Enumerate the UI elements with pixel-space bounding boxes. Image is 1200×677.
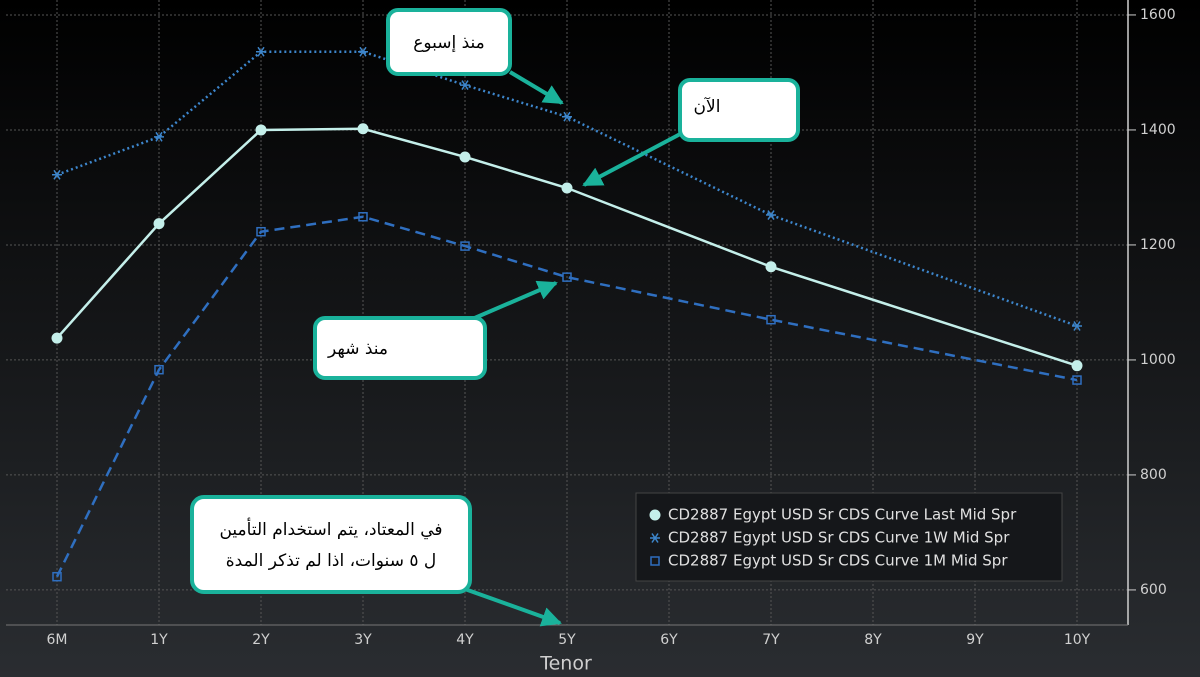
- y-tick-label: 1200: [1140, 237, 1176, 253]
- legend-label: CD2887 Egypt USD Sr CDS Curve 1M Mid Spr: [668, 552, 1008, 570]
- y-tick-label: 1600: [1140, 7, 1176, 23]
- x-tick-label: 10Y: [1064, 632, 1091, 648]
- marker: [256, 46, 266, 57]
- legend-label: CD2887 Egypt USD Sr CDS Curve 1W Mid Spr: [668, 529, 1010, 547]
- marker: [51, 332, 63, 344]
- x-tick-label: 9Y: [966, 632, 984, 648]
- annotation-text: منذ شهر: [327, 339, 388, 359]
- x-tick-label: 6M: [47, 632, 68, 648]
- annotation-text: ل ٥ سنوات، اذا لم تذكر المدة: [226, 551, 437, 571]
- x-tick-label: 4Y: [456, 632, 474, 648]
- marker: [650, 533, 660, 543]
- annotation-text: في المعتاد، يتم استخدام التأمين: [219, 517, 442, 540]
- x-tick-label: 5Y: [558, 632, 576, 648]
- callout-box: [386, 8, 512, 76]
- marker: [358, 212, 368, 222]
- x-axis-label: Tenor: [539, 653, 592, 675]
- marker: [52, 571, 62, 582]
- x-tick-label: 7Y: [762, 632, 780, 648]
- y-tick-label: 1400: [1140, 122, 1176, 138]
- marker: [154, 131, 164, 142]
- callout-box: [678, 78, 800, 142]
- marker: [256, 226, 266, 237]
- marker: [766, 314, 776, 325]
- x-tick-label: 1Y: [150, 632, 168, 648]
- marker: [561, 182, 573, 194]
- series-line: [56, 50, 1078, 328]
- arrow: [582, 130, 685, 187]
- annotation: منذ إسبوع: [386, 8, 564, 105]
- marker: [459, 151, 471, 163]
- marker: [154, 364, 164, 375]
- annotation: الآن: [582, 78, 800, 187]
- marker: [650, 556, 660, 566]
- marker: [460, 241, 470, 251]
- arrow: [508, 70, 564, 105]
- annotation-text: الآن: [694, 96, 721, 117]
- legend-entries: CD2887 Egypt USD Sr CDS Curve Last Mid S…: [649, 506, 1017, 570]
- marker: [460, 80, 470, 91]
- callout-box: [313, 316, 487, 380]
- marker: [255, 124, 267, 136]
- marker: [1072, 321, 1082, 331]
- x-tick-label: 2Y: [252, 632, 270, 648]
- marker: [357, 123, 369, 135]
- series-line: [55, 215, 1078, 578]
- callout-box: [190, 495, 472, 594]
- marker: [766, 210, 776, 220]
- marker: [562, 111, 572, 122]
- series-line: [56, 127, 1078, 367]
- annotation-text: منذ إسبوع: [413, 33, 485, 53]
- marker: [153, 218, 165, 230]
- marker: [649, 509, 661, 521]
- marker: [1071, 360, 1083, 372]
- x-tick-label: 6Y: [660, 632, 678, 648]
- marker: [765, 261, 777, 273]
- annotation: في المعتاد، يتم استخدام التأمين ل ٥ سنوا…: [190, 495, 562, 627]
- arrow: [469, 280, 558, 322]
- y-tick-label: 600: [1140, 582, 1167, 598]
- legend-label: CD2887 Egypt USD Sr CDS Curve Last Mid S…: [668, 506, 1017, 524]
- arrow: [461, 586, 562, 627]
- y-tick-label: 800: [1140, 467, 1167, 483]
- annotation: منذ شهر: [313, 280, 558, 380]
- x-tick-label: 8Y: [864, 632, 882, 648]
- marker: [358, 46, 368, 57]
- marker: [1072, 375, 1082, 385]
- y-tick-label: 1000: [1140, 352, 1176, 368]
- legend: [635, 492, 1063, 582]
- marker: [562, 272, 572, 282]
- x-tick-label: 3Y: [354, 632, 372, 648]
- marker: [52, 169, 62, 180]
